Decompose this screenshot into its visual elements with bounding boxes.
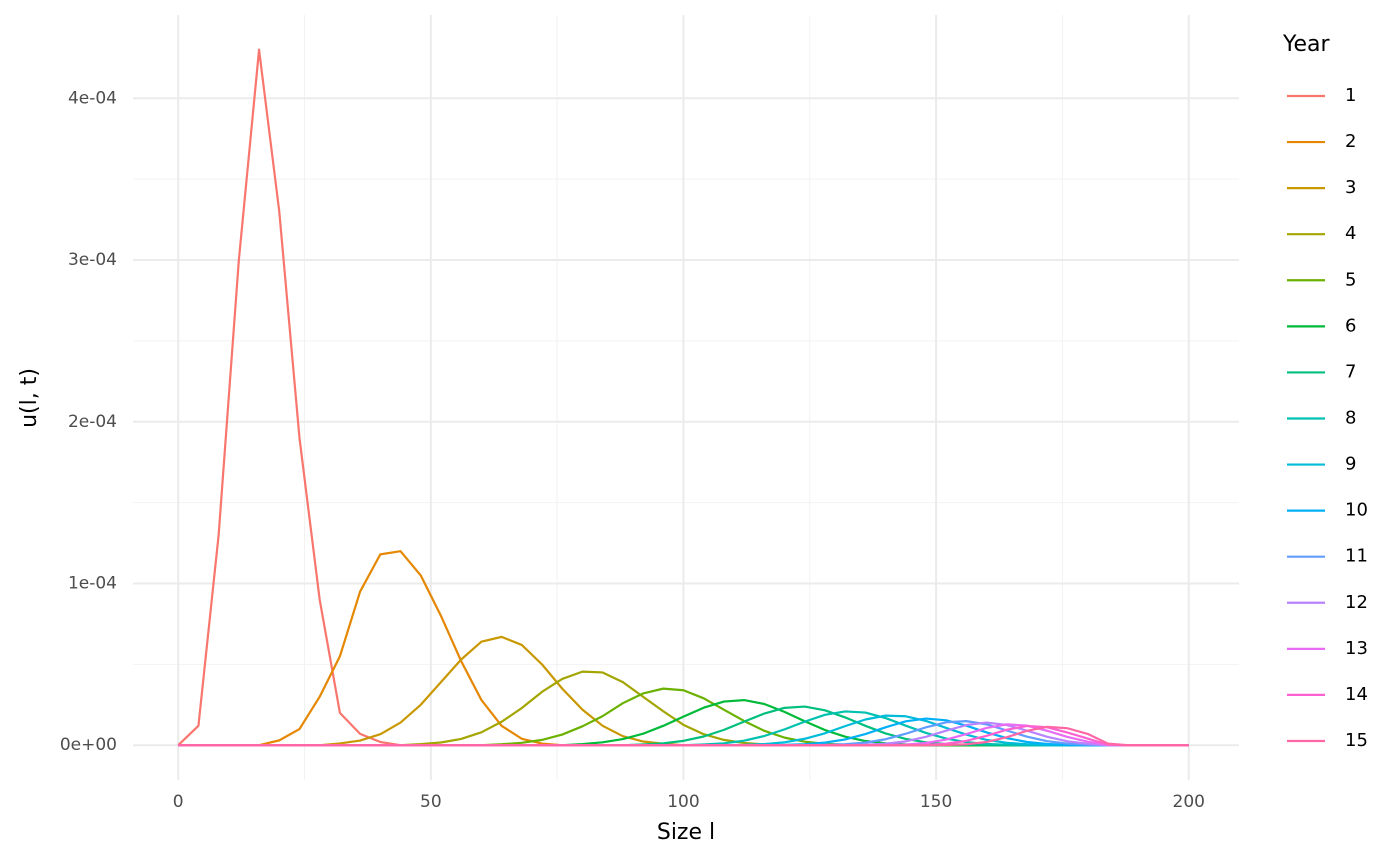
legend-label: 12 xyxy=(1345,592,1368,613)
legend-label: 11 xyxy=(1345,546,1368,567)
y-tick-label: 0e+00 xyxy=(60,735,117,755)
x-tick-label: 100 xyxy=(667,792,699,812)
x-tick-label: 0 xyxy=(173,792,184,812)
y-axis-title: u(l, t) xyxy=(17,368,42,428)
legend-label: 3 xyxy=(1345,177,1356,198)
y-tick-label: 2e-04 xyxy=(68,412,117,432)
legend-label: 4 xyxy=(1345,223,1356,244)
legend-label: 2 xyxy=(1345,131,1356,152)
legend-label: 9 xyxy=(1345,454,1356,475)
legend-title: Year xyxy=(1282,32,1331,57)
x-axis-title: Size l xyxy=(657,820,715,845)
legend-label: 15 xyxy=(1345,730,1368,751)
x-tick-label: 200 xyxy=(1173,792,1205,812)
grid xyxy=(133,15,1239,780)
legend-label: 7 xyxy=(1345,361,1356,382)
y-tick-label: 3e-04 xyxy=(68,250,117,270)
legend-label: 5 xyxy=(1345,269,1356,290)
legend-label: 6 xyxy=(1345,315,1356,336)
y-tick-label: 4e-04 xyxy=(68,88,117,108)
legend-label: 14 xyxy=(1345,684,1368,705)
legend-label: 10 xyxy=(1345,500,1368,521)
legend-label: 1 xyxy=(1345,85,1356,106)
legend-label: 13 xyxy=(1345,638,1368,659)
legend-label: 8 xyxy=(1345,407,1356,428)
series-line xyxy=(178,725,1189,747)
x-tick-label: 50 xyxy=(420,792,442,812)
x-tick-label: 150 xyxy=(920,792,952,812)
y-tick-label: 1e-04 xyxy=(68,573,117,593)
